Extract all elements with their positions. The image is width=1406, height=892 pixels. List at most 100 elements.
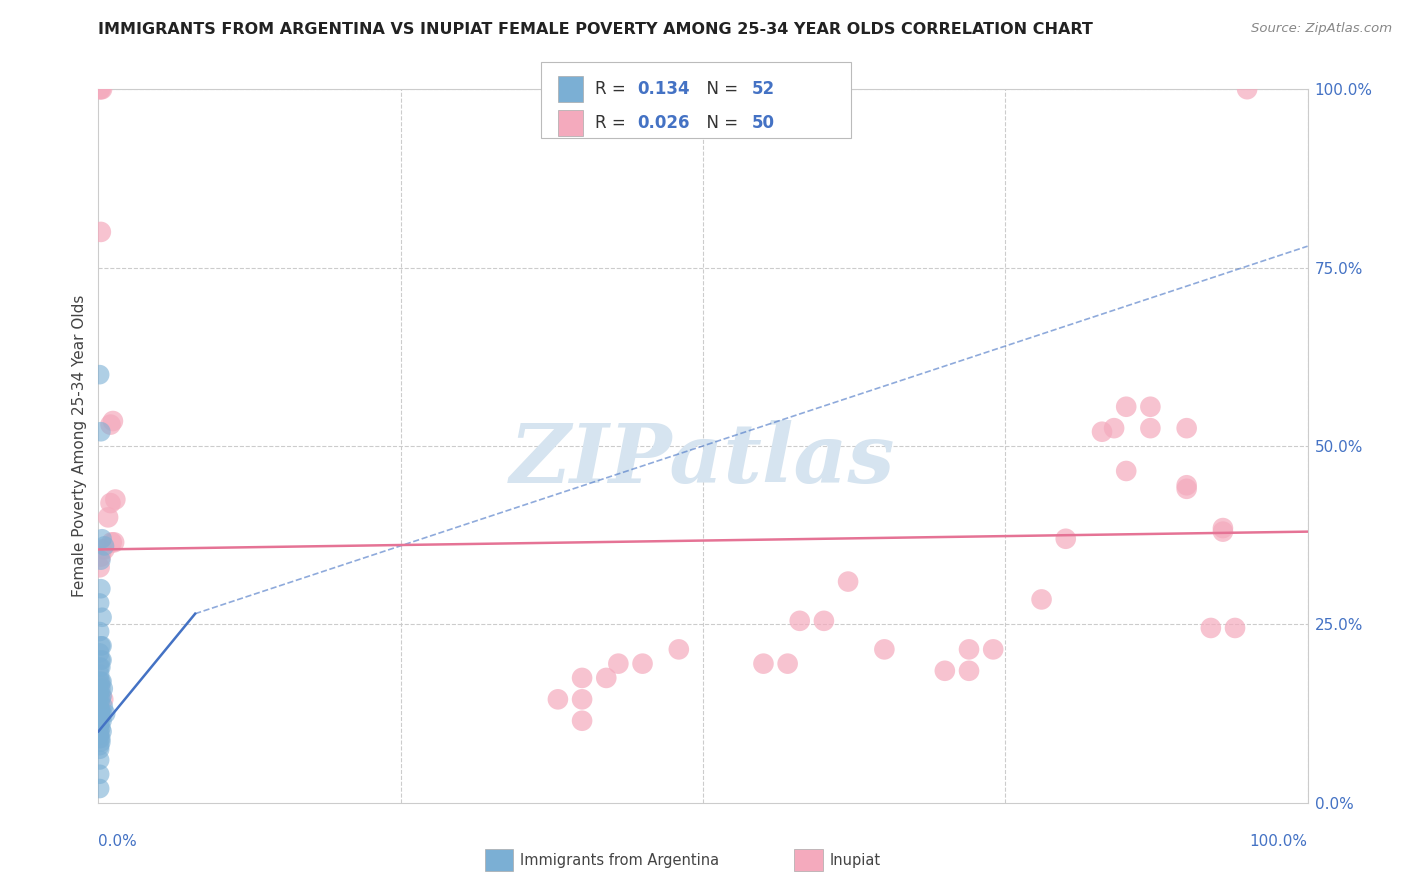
Point <box>91 532 114 546</box>
Point <box>89 624 111 639</box>
Point <box>1199 621 1222 635</box>
Point <box>89 703 111 717</box>
Point <box>547 692 569 706</box>
Point <box>89 728 111 742</box>
Point <box>957 664 980 678</box>
Point <box>91 689 114 703</box>
Point <box>89 696 111 710</box>
Point <box>91 699 114 714</box>
Point <box>934 664 956 678</box>
Point <box>91 681 114 696</box>
Point <box>89 667 111 681</box>
Point <box>1031 592 1053 607</box>
Point <box>91 610 114 624</box>
Point <box>89 710 111 724</box>
Point <box>100 417 122 432</box>
Point <box>90 721 112 735</box>
Point <box>91 639 114 653</box>
Text: 52: 52 <box>752 80 775 98</box>
Point <box>789 614 811 628</box>
Point <box>1223 621 1246 635</box>
Point <box>1091 425 1114 439</box>
Point <box>89 678 111 692</box>
Point <box>89 596 111 610</box>
Text: R =: R = <box>595 114 631 132</box>
Point <box>90 710 112 724</box>
Point <box>1139 421 1161 435</box>
Point <box>1054 532 1077 546</box>
Point <box>89 703 111 717</box>
Text: Immigrants from Argentina: Immigrants from Argentina <box>520 854 720 868</box>
Text: 0.134: 0.134 <box>637 80 689 98</box>
Point <box>91 724 114 739</box>
Point <box>668 642 690 657</box>
Text: 0.026: 0.026 <box>637 114 689 132</box>
Point <box>90 225 112 239</box>
Point <box>1236 82 1258 96</box>
Point <box>94 706 117 721</box>
Text: ZIPatlas: ZIPatlas <box>510 420 896 500</box>
Point <box>101 414 124 428</box>
Point <box>1139 400 1161 414</box>
Y-axis label: Female Poverty Among 25-34 Year Olds: Female Poverty Among 25-34 Year Olds <box>72 295 87 597</box>
Point <box>1115 400 1137 414</box>
Point <box>89 368 111 382</box>
Text: IMMIGRANTS FROM ARGENTINA VS INUPIAT FEMALE POVERTY AMONG 25-34 YEAR OLDS CORREL: IMMIGRANTS FROM ARGENTINA VS INUPIAT FEM… <box>98 22 1094 37</box>
Point <box>957 642 980 657</box>
Point <box>837 574 859 589</box>
Point <box>89 739 111 753</box>
Point <box>89 646 111 660</box>
Point <box>89 674 111 689</box>
Point <box>91 542 114 557</box>
Point <box>91 674 114 689</box>
Point <box>89 685 111 699</box>
Text: 0.0%: 0.0% <box>98 834 138 849</box>
Point <box>89 724 111 739</box>
Point <box>90 692 112 706</box>
Point <box>1102 421 1125 435</box>
Point <box>90 681 112 696</box>
Text: 100.0%: 100.0% <box>1250 834 1308 849</box>
Point <box>90 82 112 96</box>
Point <box>91 653 114 667</box>
Point <box>89 753 111 767</box>
Point <box>93 542 115 557</box>
Point <box>1175 482 1198 496</box>
Point <box>90 425 112 439</box>
Point <box>89 731 111 746</box>
Point <box>90 660 112 674</box>
Point <box>1115 464 1137 478</box>
Point <box>104 492 127 507</box>
Point <box>89 717 111 731</box>
Point <box>631 657 654 671</box>
Point <box>91 82 114 96</box>
Point <box>89 719 111 733</box>
Text: Inupiat: Inupiat <box>830 854 880 868</box>
Point <box>90 582 112 596</box>
Point <box>571 714 593 728</box>
Point <box>813 614 835 628</box>
Point <box>90 703 112 717</box>
Point <box>91 706 114 721</box>
Point <box>89 781 111 796</box>
Point <box>571 692 593 706</box>
Point <box>90 553 112 567</box>
Point <box>93 539 115 553</box>
Point <box>100 535 122 549</box>
Point <box>97 510 120 524</box>
Text: 50: 50 <box>752 114 775 132</box>
Point <box>571 671 593 685</box>
Point <box>90 674 112 689</box>
Point <box>91 692 114 706</box>
Text: N =: N = <box>696 114 744 132</box>
Point <box>752 657 775 671</box>
Point <box>90 639 112 653</box>
Text: R =: R = <box>595 80 631 98</box>
Point <box>89 689 111 703</box>
Text: Source: ZipAtlas.com: Source: ZipAtlas.com <box>1251 22 1392 36</box>
Point <box>89 82 111 96</box>
Point <box>1175 421 1198 435</box>
Point <box>91 714 114 728</box>
Point <box>1175 478 1198 492</box>
Point <box>981 642 1004 657</box>
